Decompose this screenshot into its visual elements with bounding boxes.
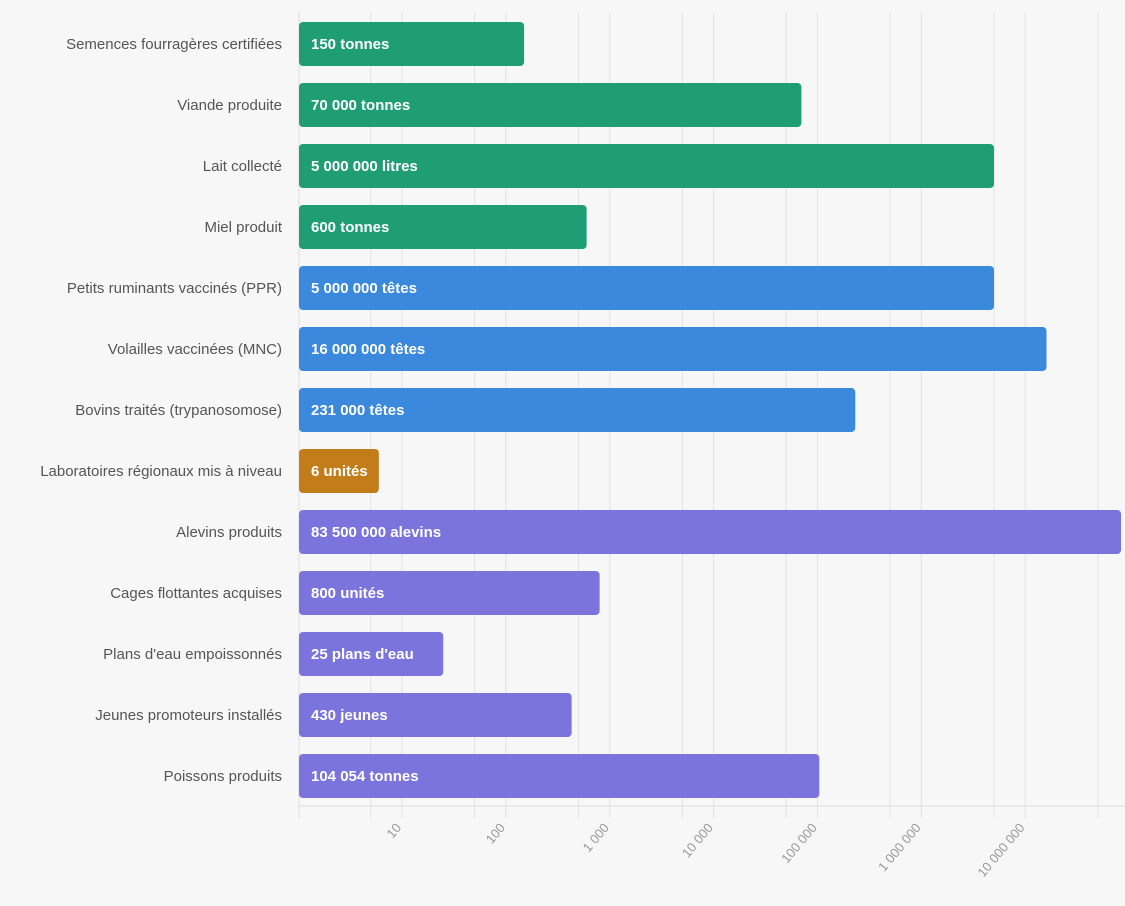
x-tick-label: 100 xyxy=(483,820,508,846)
bar-value-label: 600 tonnes xyxy=(311,219,389,236)
bars: 150 tonnes 70 000 tonnes 5 000 000 litres 6… xyxy=(299,22,1122,798)
category-label: Viande produite xyxy=(177,97,282,114)
bar[interactable] xyxy=(299,571,600,615)
bar[interactable] xyxy=(299,205,587,249)
category-label: Miel produit xyxy=(204,219,282,236)
bar[interactable] xyxy=(299,83,802,127)
bar-value-label: 5 000 000 litres xyxy=(311,158,418,175)
x-tick-label: 1 000 000 xyxy=(875,820,924,874)
bar[interactable] xyxy=(299,144,995,188)
bar-value-label: 231 000 têtes xyxy=(311,402,404,419)
category-label: Alevins produits xyxy=(176,524,282,541)
bar-value-label: 5 000 000 têtes xyxy=(311,280,417,297)
x-tick-label: 10 000 000 xyxy=(974,820,1027,879)
bar-value-label: 70 000 tonnes xyxy=(311,97,410,114)
x-tick-label: 100 000 xyxy=(778,820,820,866)
category-label: Laboratoires régionaux mis à niveau xyxy=(40,463,282,480)
category-label: Cages flottantes acquises xyxy=(110,585,282,602)
category-label: Bovins traités (trypanosomose) xyxy=(75,402,282,419)
bar-value-label: 150 tonnes xyxy=(311,36,389,53)
bar-value-label: 83 500 000 alevins xyxy=(311,524,441,541)
bar-value-label: 104 054 tonnes xyxy=(311,768,419,785)
bar[interactable] xyxy=(299,449,379,493)
bar-value-label: 800 unités xyxy=(311,585,384,602)
x-tick-label: 1 000 xyxy=(580,820,612,855)
category-label: Volailles vaccinées (MNC) xyxy=(108,341,282,358)
bar[interactable] xyxy=(299,388,856,432)
bar[interactable] xyxy=(299,510,1122,554)
category-label: Jeunes promoteurs installés xyxy=(95,707,282,724)
category-label: Poissons produits xyxy=(164,768,282,785)
category-labels: Semences fourragères certifiées Viande pr… xyxy=(40,36,283,785)
x-tick-label: 10 xyxy=(383,820,404,841)
category-label: Semences fourragères certifiées xyxy=(66,36,282,53)
category-label: Lait collecté xyxy=(203,158,282,175)
bar-value-label: 6 unités xyxy=(311,463,368,480)
category-label: Petits ruminants vaccinés (PPR) xyxy=(67,280,282,297)
category-label: Plans d'eau empoissonnés xyxy=(103,646,282,663)
bar[interactable] xyxy=(299,693,572,737)
bar-value-label: 16 000 000 têtes xyxy=(311,341,425,358)
bar[interactable] xyxy=(299,327,1047,371)
x-axis: 10 100 1 000 10 000 100 000 1 000 000 10 000 0… xyxy=(298,805,1125,880)
bar[interactable] xyxy=(299,266,995,310)
bar[interactable] xyxy=(299,22,525,66)
x-tick-label: 10 000 xyxy=(679,820,716,860)
bar[interactable] xyxy=(299,754,820,798)
bar-value-label: 25 plans d'eau xyxy=(311,646,414,663)
bar-value-label: 430 jeunes xyxy=(311,707,388,724)
bar[interactable] xyxy=(299,632,444,676)
